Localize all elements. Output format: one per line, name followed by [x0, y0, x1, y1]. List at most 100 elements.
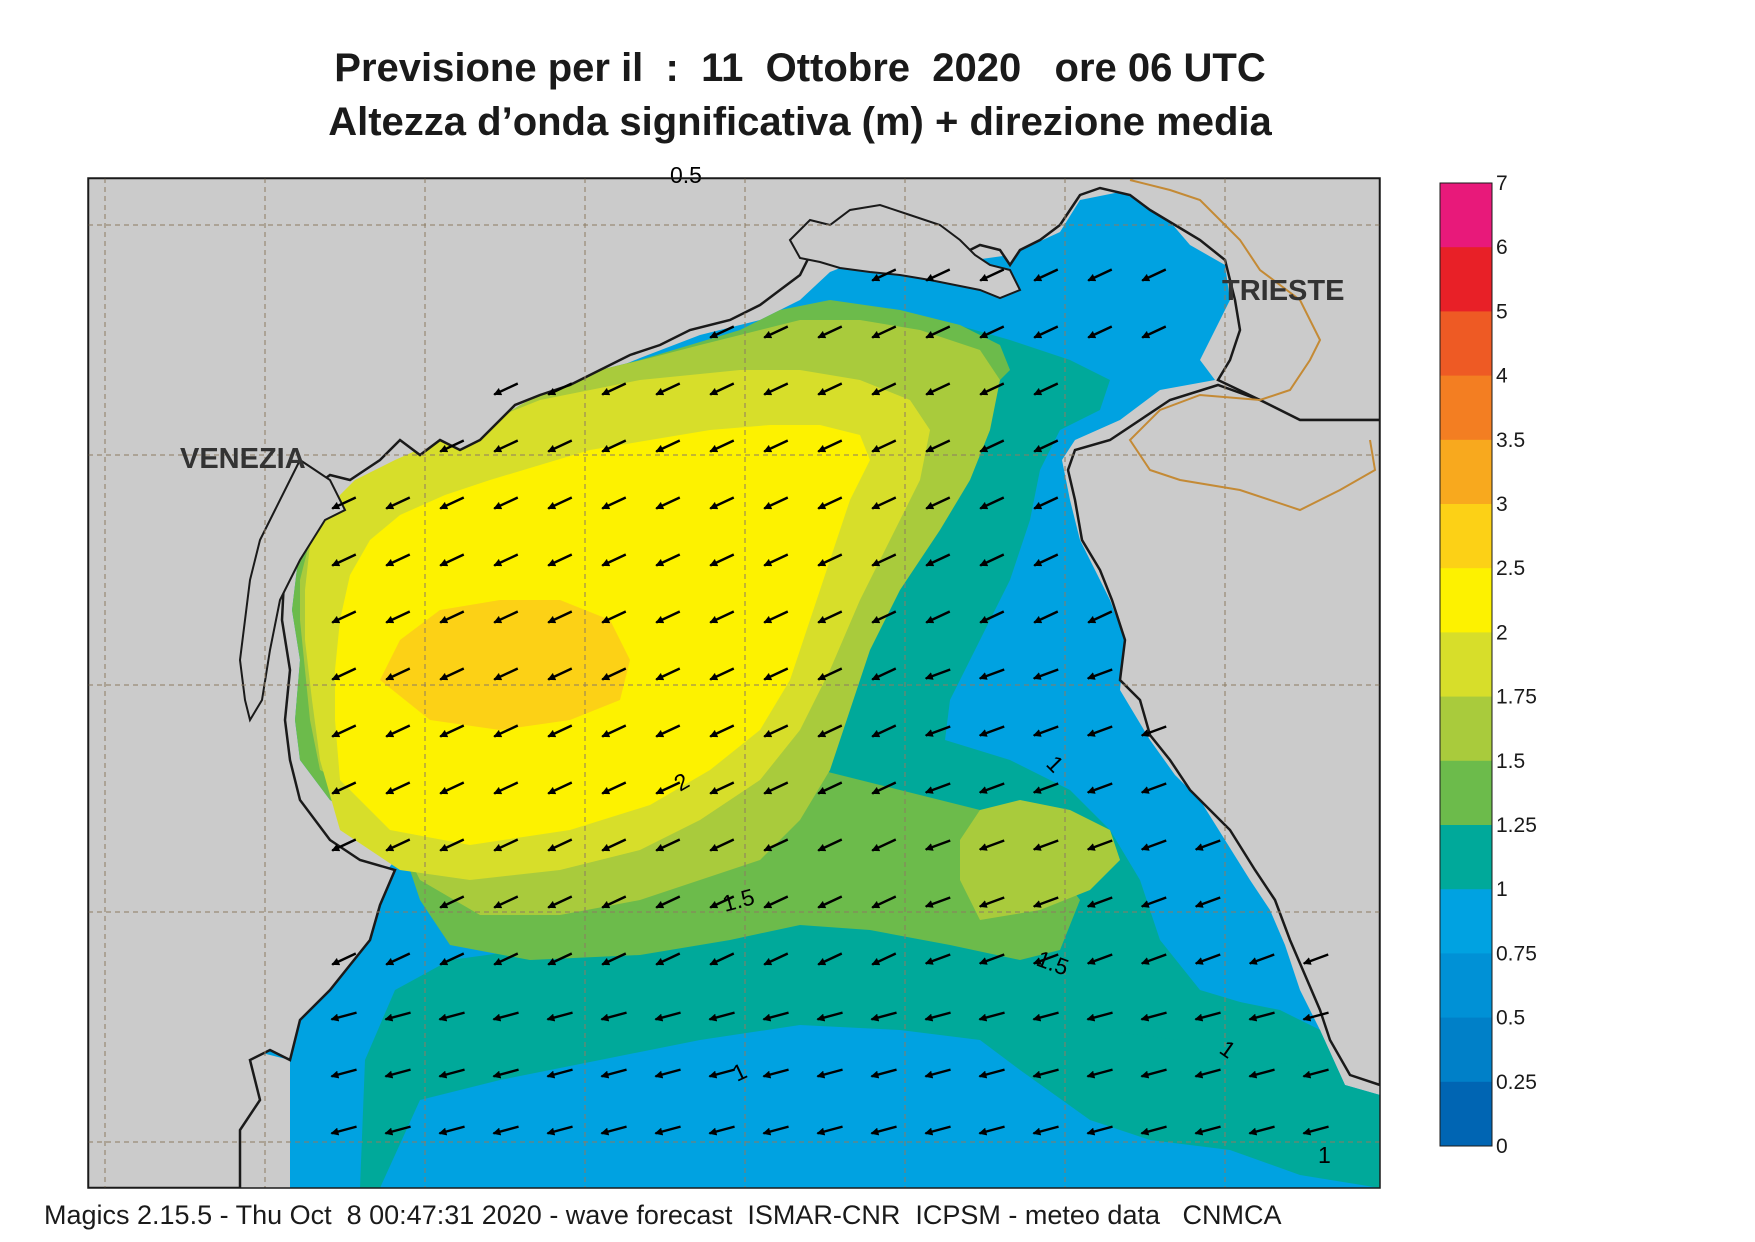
wave-arrow: [385, 952, 411, 966]
wave-arrow: [1032, 953, 1059, 965]
wave-arrow: [1086, 1011, 1113, 1022]
wave-arrow: [817, 553, 843, 567]
wave-arrow: [331, 667, 357, 681]
wave-arrow: [708, 1068, 735, 1079]
wave-arrow: [493, 667, 519, 681]
color-scale-label: 0.5: [1496, 1007, 1525, 1030]
wave-arrow: [601, 439, 627, 453]
wave-arrow: [924, 839, 951, 851]
wave-arrow: [601, 952, 627, 966]
wave-arrow: [1140, 1125, 1167, 1136]
land-east-coast: [1066, 383, 1380, 1087]
wave-arrow: [601, 610, 627, 624]
wave-arrow: [493, 895, 519, 909]
color-scale-swatch: [1440, 311, 1492, 377]
wave-arrow: [547, 781, 573, 795]
wave-arrow: [978, 1125, 1005, 1136]
wave-arrow: [1033, 439, 1059, 453]
wave-arrow: [924, 1125, 951, 1136]
wave-arrow: [709, 781, 735, 795]
wave-arrow: [331, 952, 357, 966]
wave-arrow: [601, 781, 627, 795]
wave-arrow: [439, 610, 465, 624]
wave-arrow: [1033, 610, 1059, 624]
wave-arrow: [493, 610, 519, 624]
color-scale-label: 1: [1496, 878, 1508, 901]
wave-arrow: [1033, 382, 1059, 396]
color-scale-frame: [1439, 182, 1493, 1147]
wave-arrow: [1302, 953, 1329, 965]
wave-arrow: [1248, 1068, 1275, 1079]
wave-arrow: [439, 952, 465, 966]
wave-arrow: [1086, 668, 1113, 680]
wave-arrow: [1086, 896, 1113, 908]
wave-arrow: [817, 496, 843, 510]
wave-arrow: [871, 838, 897, 852]
wave-arrow: [925, 496, 951, 510]
wave-arrow: [1086, 725, 1113, 737]
wave-arrow: [1302, 1125, 1329, 1136]
wave-arrow: [762, 1068, 789, 1079]
wave-arrow: [817, 952, 843, 966]
color-scale-swatch: [1440, 247, 1492, 312]
wave-arrow: [763, 439, 789, 453]
wave-arrow: [330, 1125, 357, 1136]
wave-band-1-5-east: [960, 800, 1120, 920]
wave-arrow: [1248, 1011, 1275, 1022]
wave-arrow: [1032, 668, 1059, 680]
wave-arrow: [978, 668, 1005, 680]
wave-arrow: [1302, 1011, 1329, 1022]
wave-arrow: [763, 952, 789, 966]
wave-arrow: [709, 439, 735, 453]
wave-arrow: [1033, 268, 1059, 282]
wave-arrow: [708, 1011, 735, 1022]
wave-arrow: [439, 781, 465, 795]
wave-arrow: [493, 781, 519, 795]
wave-arrow: [978, 782, 1005, 794]
wave-arrow: [493, 553, 519, 567]
wave-arrow: [331, 553, 357, 567]
wave-arrow: [763, 781, 789, 795]
wave-arrow: [1194, 953, 1221, 965]
wave-arrow: [817, 610, 843, 624]
wave-arrow: [1086, 782, 1113, 794]
wave-arrow: [816, 1125, 843, 1136]
wave-arrow: [817, 325, 843, 339]
wave-arrow: [762, 1011, 789, 1022]
wave-arrow: [763, 553, 789, 567]
wave-arrow: [979, 268, 1005, 282]
wave-arrow: [546, 1068, 573, 1079]
wave-arrow: [600, 1125, 627, 1136]
wave-arrow: [816, 1068, 843, 1079]
wave-arrow: [439, 667, 465, 681]
color-scale: 7 6 5 4 3.5 3 2.5 2 1.75 1.5 1.25 1 0.75 0.5 0.25 0: [1439, 172, 1537, 1158]
wave-arrow: [817, 439, 843, 453]
wave-arrow: [1141, 268, 1167, 282]
wave-arrow: [655, 952, 681, 966]
wave-arrow: [979, 496, 1005, 510]
color-scale-swatch: [1440, 696, 1492, 762]
wave-arrow: [547, 952, 573, 966]
wave-direction-arrows: [330, 268, 1329, 1136]
wave-arrow: [1194, 839, 1221, 851]
wave-arrow: [1194, 1125, 1221, 1136]
wave-arrow: [547, 724, 573, 738]
wave-arrow: [709, 838, 735, 852]
wave-arrow: [979, 439, 1005, 453]
wave-arrow: [979, 382, 1005, 396]
color-scale-label: 7: [1496, 172, 1508, 195]
wave-arrow: [655, 667, 681, 681]
color-scale-swatch: [1440, 439, 1492, 505]
wave-arrow: [709, 952, 735, 966]
wave-arrow: [331, 610, 357, 624]
color-scale-swatch: [1440, 953, 1492, 1019]
wave-arrow: [871, 439, 897, 453]
wave-arrow: [1032, 725, 1059, 737]
wave-arrow: [709, 724, 735, 738]
wave-arrow: [1140, 839, 1167, 851]
wave-arrow: [817, 781, 843, 795]
wave-arrow: [709, 496, 735, 510]
wave-arrow: [439, 838, 465, 852]
wave-arrow: [655, 781, 681, 795]
wave-arrow: [331, 781, 357, 795]
